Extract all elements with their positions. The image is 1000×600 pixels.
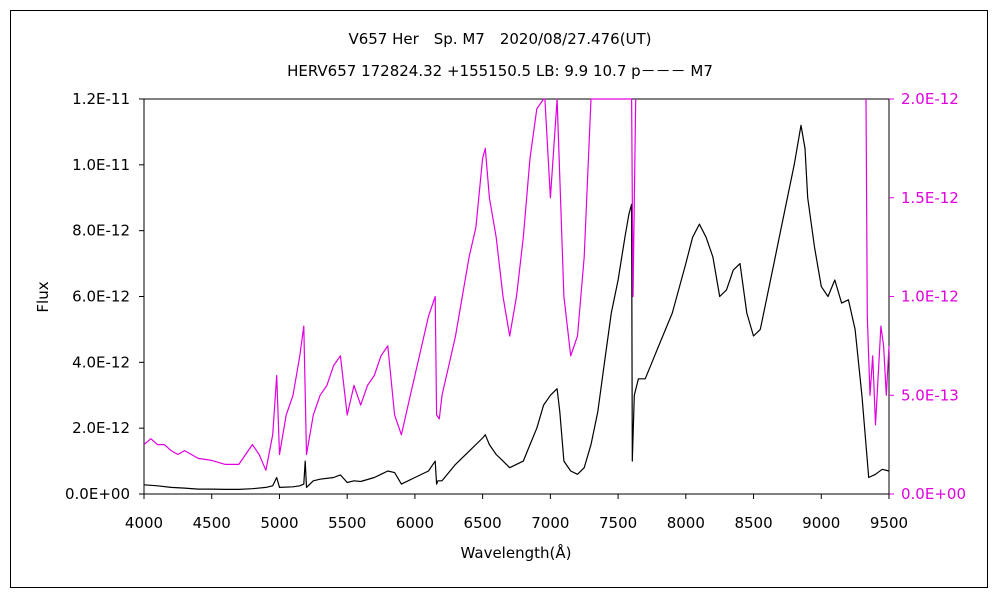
x-tick-label: 8000	[667, 514, 705, 532]
x-tick-label: 9500	[870, 514, 908, 532]
x-tick-label: 5000	[260, 514, 298, 532]
x-axis-label: Wavelength(Å)	[461, 543, 572, 562]
x-tick-label: 9000	[802, 514, 840, 532]
x-tick-label: 6000	[396, 514, 434, 532]
chart-frame	[10, 10, 988, 588]
series-line-right-2	[865, 98, 890, 426]
chart-title: V657 Her Sp. M7 2020/08/27.476(UT)	[348, 30, 651, 48]
x-tick-label: 4500	[193, 514, 231, 532]
chart-subtitle: HERV657 172824.32 +155150.5 LB: 9.9 10.7…	[287, 62, 713, 80]
y2-tick-label: 1.5E-12	[901, 189, 959, 207]
x-tick-label: 4000	[125, 514, 163, 532]
y2-tick-label: 1.0E-12	[901, 288, 959, 306]
x-tick-label: 8500	[734, 514, 772, 532]
y-ticks: 0.0E+00 2.0E-12 4.0E-12 6.0E-12 8.0E-12 1.0E-…	[65, 90, 144, 503]
y-tick-label: 1.2E-11	[72, 90, 130, 108]
y2-ticks: 0.0E+00 5.0E-13 1.0E-12 1.5E-12 2.0E-12	[889, 90, 966, 503]
y-tick-label: 1.0E-11	[72, 156, 130, 174]
y-tick-label: 4.0E-12	[72, 353, 130, 371]
x-tick-label: 5500	[328, 514, 366, 532]
y-tick-label: 8.0E-12	[72, 222, 130, 240]
y-axis-label: Flux	[34, 281, 52, 312]
series-line-left-0	[143, 124, 890, 490]
y-tick-label: 2.0E-12	[72, 419, 130, 437]
y-tick-label: 0.0E+00	[65, 485, 130, 503]
y2-tick-label: 0.0E+00	[901, 485, 966, 503]
x-tick-label: 7000	[531, 514, 569, 532]
x-tick-label: 7500	[599, 514, 637, 532]
series-group	[143, 98, 890, 490]
y2-tick-label: 5.0E-13	[901, 386, 959, 404]
y-tick-label: 6.0E-12	[72, 288, 130, 306]
x-ticks: 4000 4500 5000 5500 6000 6500 7000 7500 8000 8500…	[125, 494, 908, 532]
series-line-right-1	[143, 98, 637, 471]
y2-tick-label: 2.0E-12	[901, 90, 959, 108]
x-tick-label: 6500	[464, 514, 502, 532]
